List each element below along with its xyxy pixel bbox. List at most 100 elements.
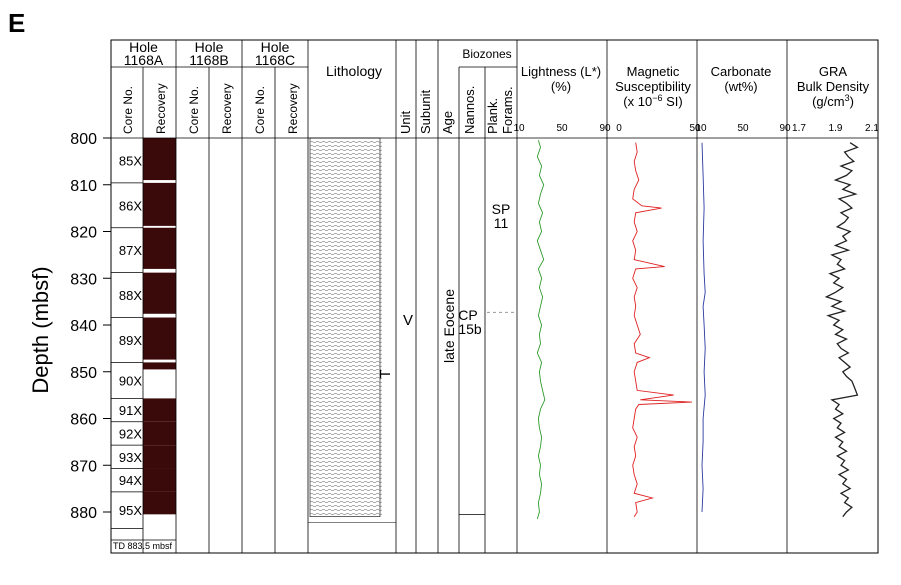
column-dividers [111,40,878,553]
magsus-unit: (x 10−6 SI) [623,93,682,109]
magsus-unit-a: (x 10 [623,94,652,109]
lithology-pattern-line [309,221,383,223]
lithology-pattern-line [309,177,383,179]
gra-header: GRA Bulk Density (g/cm3) [797,64,870,109]
y-tick-label: 810 [70,178,97,195]
lithology-pattern-line [309,185,383,187]
lithology-pattern-line [309,389,383,391]
magsus-series [632,142,693,517]
recovery-bar [143,398,176,422]
lithology-column [308,137,396,524]
y-tick-label: 800 [70,131,97,148]
lightness-title: Lightness (L*) [521,64,601,79]
lithology-pattern-line [309,277,383,279]
carbonate-header: Carbonate (wt%) [711,64,772,94]
lithology-pattern-line [309,349,383,351]
magsus-unit-b: SI) [662,94,682,109]
recovery-bar [143,227,176,269]
lithology-pattern-line [309,241,383,243]
core-label: 92X [119,426,142,441]
lithology-pattern-line [309,469,383,471]
magsus-tick-label: 50 [689,123,701,134]
lithology-pattern-line [309,513,383,515]
magsus-tick-label: 0 [616,123,622,134]
lithology-pattern-line [309,313,383,315]
lithology-pattern-line [309,465,383,467]
lithology-pattern-line [309,497,383,499]
lithology-pattern-line [309,225,383,227]
lithology-pattern-line [309,325,383,327]
age-header: Age [440,111,455,134]
hole-id: 1168A [124,52,164,68]
foram-zone-line2: 11 [494,215,509,231]
lithology-pattern-line [309,477,383,479]
lightness-tick-label: 90 [599,123,611,134]
lithology-pattern-line [309,245,383,247]
gra-unit: (g/cm3) [812,93,854,109]
lithology-pattern-line [309,329,383,331]
lithology-pattern-line [309,473,383,475]
recovery-bar [143,182,176,226]
figure-frame [110,39,879,554]
lithology-pattern-line [309,437,383,439]
lightness-tick-label: 10 [513,123,525,134]
magsus-title-1: Magnetic [627,64,680,79]
y-tick-label: 880 [70,505,97,522]
lithology-pattern-line [309,413,383,415]
hole-title: Hole [261,39,290,55]
lithology-pattern-line [309,273,383,275]
lithology-header: Lithology [326,63,382,79]
lithology-pattern-line [309,453,383,455]
gra-title: GRA [819,64,848,79]
lithology-pattern-line [309,333,383,335]
lithology-pattern-line [309,317,383,319]
lithology-pattern-line [309,253,383,255]
carbonate-tick-label: 50 [737,123,749,134]
lithology-pattern-line [309,357,383,359]
magsus-title-2: Susceptibility [615,79,691,94]
lithology-pattern-line [309,505,383,507]
hole-title: Hole [195,39,224,55]
lithology-pattern-line [309,337,383,339]
unit-header: Unit [398,110,413,134]
lithology-pattern-line [309,169,383,171]
lithology-pattern-line [309,341,383,343]
nanno-zone-line2: 15b [458,321,482,337]
lithology-pattern-line [309,365,383,367]
lithology-pattern-line [309,457,383,459]
gra-tick-label: 1.7 [792,123,806,134]
lithology-pattern-line [309,381,383,383]
lithology-pattern-line [309,141,383,143]
core-label: 88X [119,288,142,303]
lithology-pattern-line [309,229,383,231]
lightness-unit: (%) [551,79,571,94]
lithology-pattern-line [309,257,383,259]
carbonate-series [701,142,706,513]
foram-zone-line1: SP [492,201,511,217]
lithology-pattern-line [309,425,383,427]
lithology-pattern-line [309,237,383,239]
lithology-pattern-line [309,213,383,215]
lithology-pattern-line [309,421,383,423]
lithology-pattern-line [309,405,383,407]
gra-unit-exp: 3 [845,93,850,103]
lithology-pattern-line [309,261,383,263]
recovery-header: Recovery [154,83,168,134]
unit-label: V [403,312,413,329]
core-label: 91X [119,403,142,418]
core-label: 95X [119,503,142,518]
recovery-bar [143,272,176,314]
lithology-pattern-line [309,269,383,271]
lithology-pattern-line [309,301,383,303]
age-label: late Eocene [441,289,457,363]
lithology-pattern-line [309,461,383,463]
gra-series [824,142,859,518]
recovery-bar [143,138,176,181]
core-no-header: Core No. [187,86,201,134]
lithology-pattern-line [309,233,383,235]
lithology-pattern-line [309,393,383,395]
lithology-pattern-line [309,145,383,147]
hole-id: 1168B [189,52,228,68]
lithology-pattern-line [309,493,383,495]
